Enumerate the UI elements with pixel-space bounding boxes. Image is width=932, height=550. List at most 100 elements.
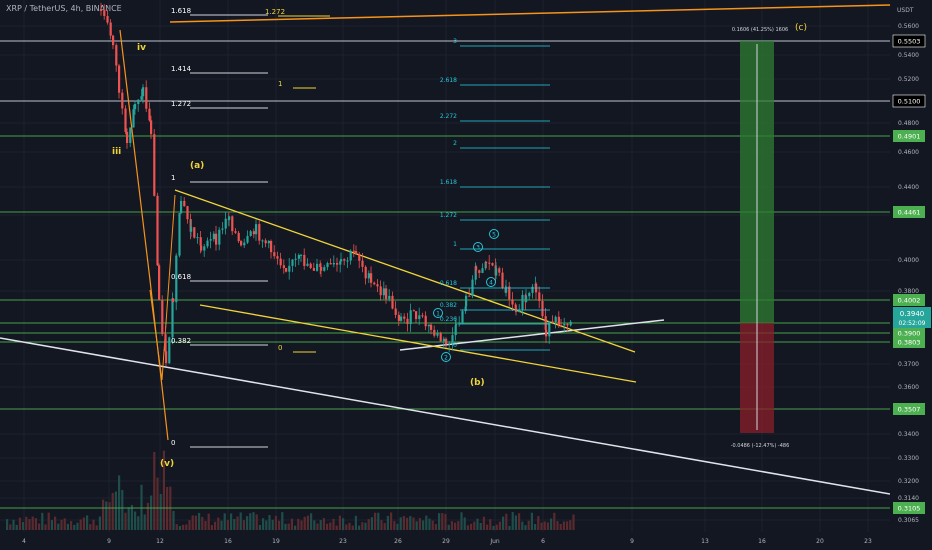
volume-bar [95,525,98,530]
trend-lines [0,4,891,495]
price-tick: 0.3700 [898,361,919,368]
candle [355,250,358,255]
volume-bar [326,523,329,530]
volume-bar [297,518,300,530]
level-tag [893,206,925,218]
volume-bar [556,521,559,530]
volume-bar [185,524,188,530]
candle [221,228,224,230]
volume-bar [377,512,380,530]
level-tag [893,130,925,142]
volume-bar [249,513,252,530]
volume-bar [390,512,393,530]
date-axis-bg [0,532,890,550]
volume-bar [226,520,229,530]
volume-bar [386,515,389,530]
volume-bar [76,522,79,530]
volume-bar [268,515,271,530]
volume-bar [338,515,341,530]
volume-bar [214,521,217,530]
level-tag-text: 0.3803 [898,339,921,347]
wave-label-v: (v) [160,459,174,469]
candle [364,266,367,279]
date-tick: 23 [339,538,347,545]
volume-bar [111,492,114,530]
wave-label-b: (b) [470,378,485,388]
volume-bar [278,520,281,530]
volume-bar [505,513,508,530]
wave-path [119,29,169,441]
volume-bar [194,515,197,530]
candle [249,231,252,236]
volume-bar [569,520,572,530]
candle [528,292,531,297]
fib-cyan-label: 0.382 [440,302,457,309]
volume-bar [374,512,377,530]
volume-bar [450,521,453,530]
volume-bar [18,517,21,530]
level-tag-text: 0.5503 [898,38,921,46]
candle [258,224,261,241]
volume-bar [543,521,546,530]
candle [488,262,491,264]
price-axis[interactable]: USDT0.56000.54000.52000.50000.48000.4600… [890,0,932,550]
candle [172,298,175,303]
volume-bar [220,520,223,530]
candle [243,242,246,246]
volume-bar [438,513,441,530]
volume-bar [415,521,418,530]
volume-bar [370,517,373,530]
volume-bar [143,514,146,530]
price-tick: 0.4800 [898,120,919,127]
volume-bar [566,521,569,530]
volume-bar [418,518,421,530]
wave-circle-label-c4: 4 [489,280,493,287]
candle [349,250,352,261]
candle [148,108,151,121]
candle [140,96,143,100]
long-position-zone[interactable]: 0.1606 (41.25%) 1606 (c) -0.0486 (-12.47%)… [731,23,807,449]
candle [370,273,373,283]
price-tick: 0.3800 [898,288,919,295]
candle [150,120,153,135]
wave-circle-c4 [486,277,496,287]
volume-bar [454,522,457,530]
volume-bar [233,519,236,530]
candle [400,316,403,321]
fib-white-label: 1 [171,174,175,182]
volume-bar [364,522,367,530]
candle [544,316,547,330]
volume-bar [537,516,540,530]
volume-bar [34,518,37,530]
candle [545,329,548,337]
volume-bar [306,515,309,530]
volume-bar [12,519,15,530]
volume-bar [54,516,57,530]
volume-bar [476,518,479,530]
level-tag-text: 0.3900 [898,330,921,338]
candle [234,231,237,233]
candle [209,239,212,241]
volume-bar [511,512,514,530]
wave-circle-label-c2: 2 [444,355,448,362]
candle [436,332,439,336]
fib-white-label: 1.618 [171,7,191,15]
orange-trendline [169,4,891,23]
candle [430,324,433,330]
volume-bar [294,525,297,530]
stop-label: -0.0486 (-12.47%) -486 [731,443,790,449]
candle [326,263,329,268]
volume-bar [15,524,18,530]
upper-channel-line [174,189,636,353]
candle [228,216,231,221]
volume-bar [441,513,444,530]
volume-bar [290,518,293,530]
volume-bar [287,523,290,530]
candle [329,263,332,265]
date-axis[interactable]: 4 9 12 16 19 23 26 29 Jun 6 9 13 16 20 23 [0,532,890,550]
candle [455,323,458,326]
candle [397,314,400,321]
price-tick: 0.5600 [898,23,919,30]
candle [442,338,445,342]
